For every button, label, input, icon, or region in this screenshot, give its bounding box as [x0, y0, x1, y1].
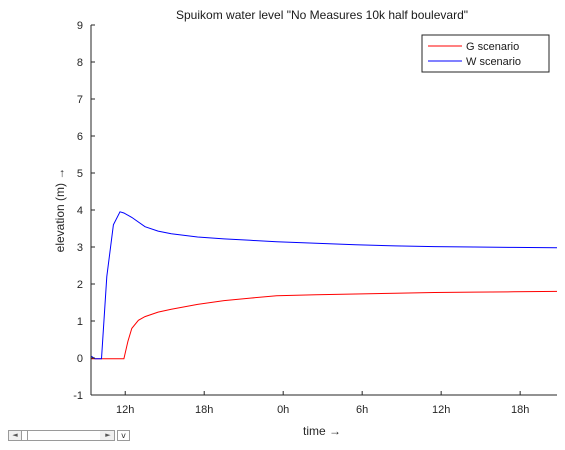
- y-tick-label: 6: [77, 131, 83, 143]
- dropdown-button[interactable]: v: [117, 430, 130, 441]
- x-tick-label: 6h: [356, 404, 368, 416]
- x-tick-label: 18h: [511, 404, 529, 416]
- y-tick-label: -1: [73, 390, 83, 402]
- legend-box: [421, 34, 550, 73]
- time-scroll-control: ◄ ► v: [8, 429, 130, 442]
- series-line-1: [90, 211, 558, 360]
- x-tick-label: 12h: [116, 404, 134, 416]
- scroll-right-arrow-icon[interactable]: ►: [105, 431, 111, 439]
- chart-title: Spuikom water level "No Measures 10k hal…: [176, 8, 468, 22]
- legend-entry: W scenario: [466, 56, 521, 68]
- scroll-track-area[interactable]: [28, 431, 100, 440]
- x-tick-label: 0h: [277, 404, 289, 416]
- y-tick-label: 7: [77, 94, 83, 106]
- y-tick-label: 2: [77, 279, 83, 291]
- y-tick-label: 3: [77, 242, 83, 254]
- y-tick-label: 5: [77, 168, 83, 180]
- scroll-left-arrow-icon[interactable]: ◄: [12, 431, 18, 439]
- legend-entry: G scenario: [466, 41, 519, 53]
- x-tick-label: 18h: [195, 404, 213, 416]
- x-tick-label: 12h: [432, 404, 450, 416]
- y-tick-label: 0: [77, 353, 83, 365]
- scroll-thumb[interactable]: [21, 431, 28, 440]
- axes: -1 0 1 2 3 4 5 6 7 8 9 12h 18h 0h 6h 12h 18h: [73, 20, 557, 416]
- y-axis-label: elevation (m) →: [53, 168, 67, 253]
- y-tick-label: 8: [77, 57, 83, 69]
- y-tick-label: 1: [77, 316, 83, 328]
- series-line-0: [91, 290, 558, 360]
- x-axis-label: time →: [303, 424, 341, 438]
- time-scrollbar[interactable]: ◄ ►: [8, 430, 115, 441]
- legend: G scenario W scenario: [421, 34, 550, 73]
- y-tick-label: 4: [77, 205, 83, 217]
- y-tick-label: 9: [77, 20, 83, 32]
- plot-area: [90, 211, 558, 360]
